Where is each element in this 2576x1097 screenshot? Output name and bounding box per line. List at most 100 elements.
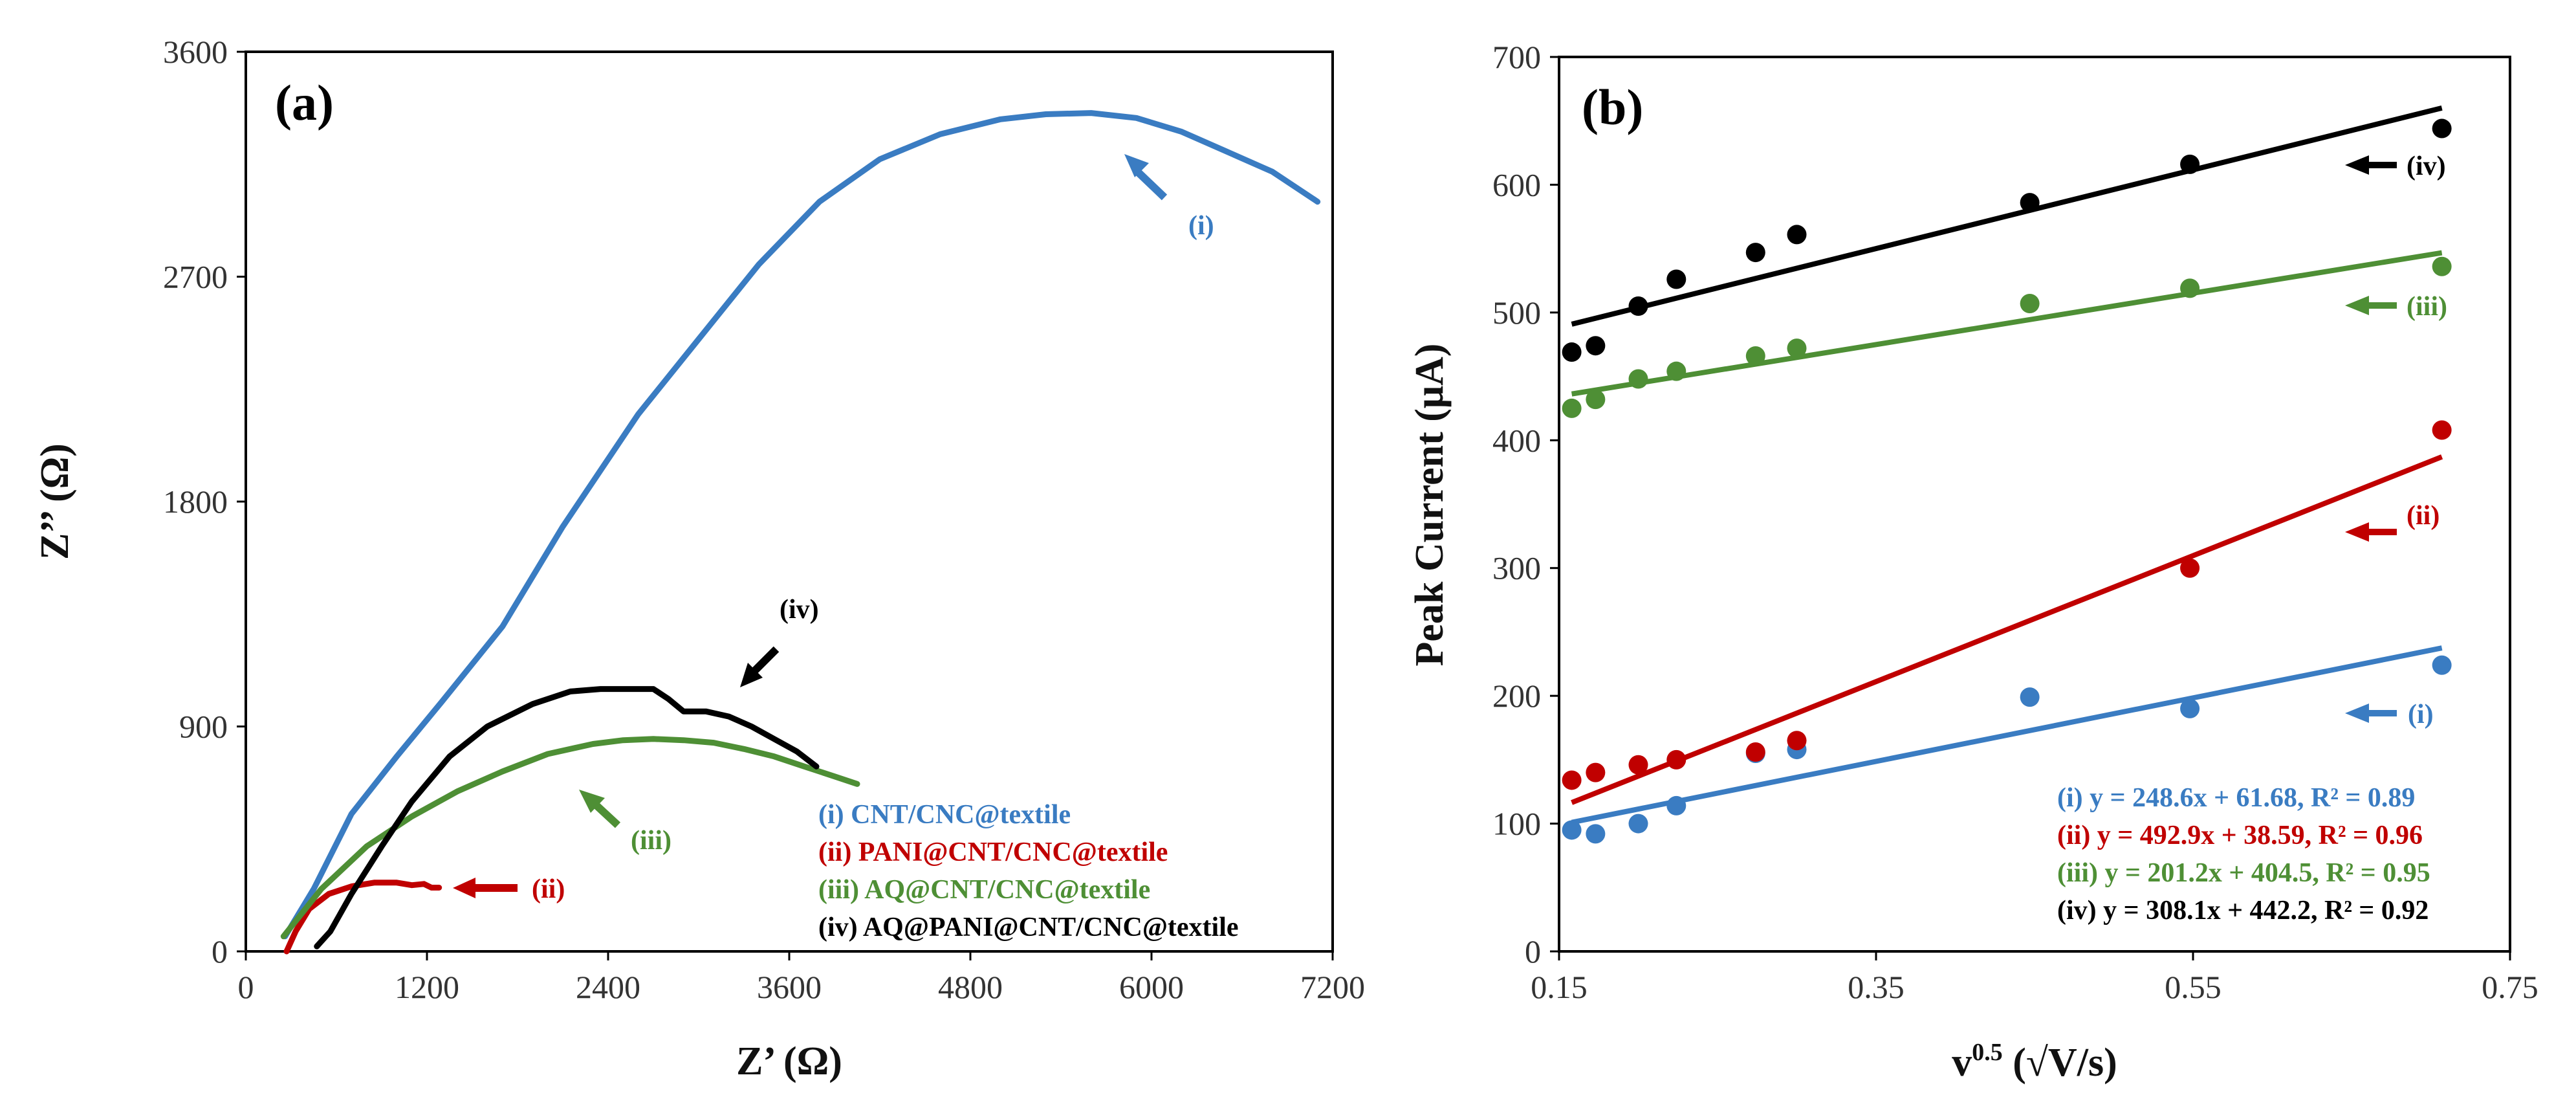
data-point-iv [1628,296,1648,316]
data-point-iv [1745,243,1765,263]
data-point-iv [2180,154,2200,174]
data-point-iii [2180,278,2200,298]
x-tick-label: 0.35 [1848,969,1905,1005]
panel-a-nyquist-plot: 0 900 1800 2700 3600 0 1200 2400 3600 4800 6000 72… [33,34,1365,1083]
data-point-i [2020,687,2040,707]
panel-a-series-lines [280,110,1321,955]
data-point-iii [1628,369,1648,389]
data-point-iii [1562,398,1582,418]
data-point-iv [1666,269,1686,289]
x-tick-label: 6000 [1119,969,1184,1005]
y-tick-label: 100 [1492,806,1541,842]
fit-line-iv [1571,105,2443,327]
data-point-ii [1628,755,1648,775]
y-tick-label: 600 [1492,166,1541,203]
fit-equation-iii: (iii) y = 201.2x + 404.5, R² = 0.95 [2057,858,2430,888]
y-tick-label: 1800 [163,483,228,520]
data-point-iv [1562,342,1582,362]
x-tick-label: 7200 [1300,969,1365,1005]
panel-b-y-axis-title: Peak Current (μA) [1408,344,1452,667]
annotation-label-ii: (ii) [532,874,565,904]
panel-b-annotation-iv: (iv) [2345,151,2446,181]
y-tick-label: 3600 [163,34,228,70]
y-tick-label: 200 [1492,678,1541,714]
panel-a-y-axis-title: Z’’ (Ω) [33,443,77,560]
fit-line-ii [1571,454,2443,805]
arrowhead-b-iv-icon [2345,155,2369,175]
data-point-iii [1666,361,1686,381]
legend-entry-iii: (iii) AQ@CNT/CNC@textile [818,875,1150,905]
data-point-i [1586,824,1606,844]
data-point-i [2180,698,2200,718]
panel-b-annotation-ii: (ii) [2345,501,2440,542]
y-tick-label: 500 [1492,294,1541,331]
panel-b-fit-equations: (i) y = 248.6x + 61.68, R² = 0.89 (ii) y… [2057,783,2430,925]
panel-a-annotation-iv: (iv) [740,595,819,687]
arrowhead-b-i-icon [2345,704,2369,723]
annotation-label-iv: (iv) [780,595,819,625]
x-tick-label: 3600 [757,969,822,1005]
panel-a-annotation-ii: (ii) [453,874,565,904]
fit-equation-iv: (iv) y = 308.1x + 442.2, R² = 0.92 [2057,896,2429,925]
panel-a-annotation-i: (i) [1124,154,1214,241]
data-point-ii [1562,770,1582,790]
data-point-iii [1586,390,1606,410]
panel-a-y-ticks: 0 900 1800 2700 3600 [163,34,246,970]
series-line-ii [283,880,442,955]
x-tick-label: 0.15 [1531,969,1588,1005]
data-point-ii [2180,558,2200,578]
data-point-iv [2432,118,2452,139]
series-label-iii: (iii) [2407,292,2447,322]
x-axis-title-unit: (√V/s) [2003,1041,2117,1085]
panel-a-legend: (i) CNT/CNC@textile (ii) PANI@CNT/CNC@te… [818,800,1239,942]
panel-a-x-axis-title: Z’ (Ω) [736,1039,842,1083]
fit-line-iii [1571,250,2443,397]
panel-b-data-points [1562,118,2452,844]
panel-b-plot-frame [1558,56,2511,953]
x-tick-label: 0.55 [2165,969,2221,1005]
data-point-iv [1586,336,1606,356]
panel-b-y-ticks: 0 100 200 300 400 500 600 700 [1492,39,1559,970]
panel-b-annotation-i: (i) [2345,700,2434,729]
arrowhead-b-ii-icon [2345,522,2369,542]
x-tick-label: 0.75 [2482,969,2538,1005]
panel-b-x-ticks: 0.15 0.35 0.55 0.75 [1531,951,2538,1005]
data-point-ii [1666,749,1686,770]
data-point-iii [2020,294,2040,314]
fit-equation-ii: (ii) y = 492.9x + 38.59, R² = 0.96 [2057,821,2423,850]
legend-entry-ii: (ii) PANI@CNT/CNC@textile [818,837,1168,867]
data-point-i [2432,655,2452,675]
panel-b-fit-lines [1571,105,2443,825]
series-line-i [282,110,1321,940]
panel-a-annotation-iii: (iii) [579,790,671,856]
arrow-i-icon [1132,166,1168,201]
series-label-ii: (ii) [2407,501,2440,531]
arrowhead-b-iii-icon [2345,296,2369,315]
y-tick-label: 2700 [163,259,228,295]
series-label-i: (i) [2408,700,2434,729]
annotation-label-iii: (iii) [631,826,671,856]
arrowhead-iii-icon [579,790,605,813]
y-tick-label: 700 [1492,39,1541,75]
arrowhead-ii-icon [453,878,475,898]
panel-b-x-axis-title: v0.5 (√V/s) [1952,1039,2117,1085]
data-point-iii [2432,256,2452,276]
annotation-label-i: (i) [1188,211,1214,241]
data-point-iv [1787,225,1807,245]
data-point-i [1562,820,1582,840]
arrowhead-i-icon [1124,154,1149,177]
x-axis-title-base: v [1952,1041,1972,1085]
data-point-ii [1745,742,1765,762]
legend-entry-i: (i) CNT/CNC@textile [818,800,1071,830]
series-line-iv [314,686,820,949]
fit-equation-i: (i) y = 248.6x + 61.68, R² = 0.89 [2057,783,2415,813]
arrowhead-iv-icon [740,663,763,687]
x-axis-title-superscript: 0.5 [1972,1039,2003,1066]
series-line-iii [280,736,860,940]
y-tick-label: 0 [212,933,228,970]
y-tick-label: 0 [1525,933,1541,970]
data-point-iv [2020,193,2040,213]
panel-b-label: (b) [1582,79,1643,135]
